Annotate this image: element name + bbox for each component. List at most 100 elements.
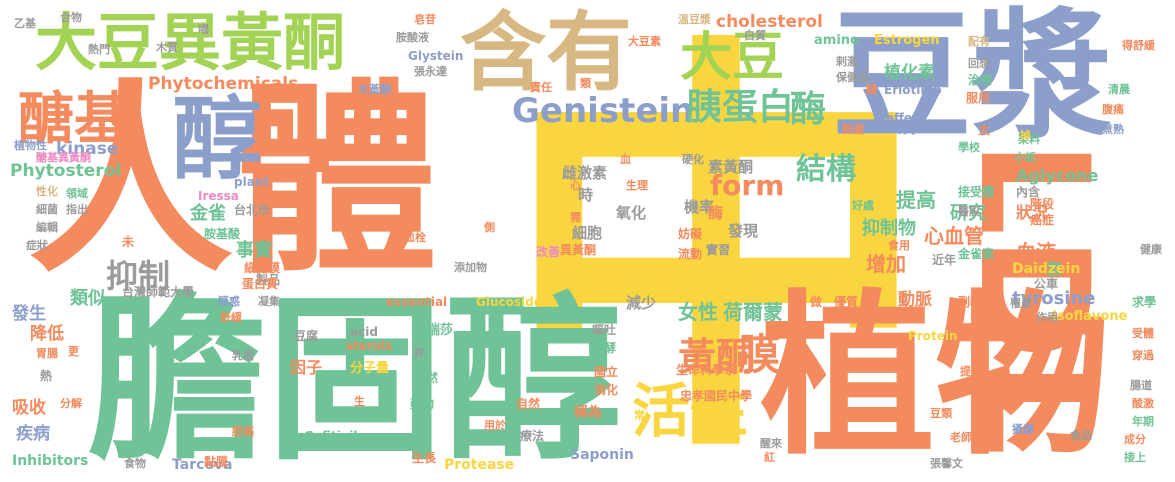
word-dye: 染料: [1018, 133, 1040, 146]
word-editor: 編輯: [36, 221, 58, 234]
word-ingredient: 成分: [1124, 433, 1146, 446]
word-membrane: 膜: [738, 330, 781, 379]
word-raw: 生: [354, 395, 365, 408]
word-benefit: 好處: [852, 199, 874, 212]
word-fact: 事實: [236, 240, 272, 261]
word-isoflavone-zh: 異黃酮: [560, 243, 597, 257]
word-element: 素: [1046, 260, 1063, 279]
word-cardiovascular: 心血管: [924, 224, 984, 248]
word-field: 領域: [66, 187, 88, 200]
word-improve: 改善: [536, 245, 561, 259]
word-daidzein: Daidzein: [1012, 261, 1081, 277]
word-daidzin: 大豆素: [628, 35, 661, 48]
word-medicine: 藥物: [410, 397, 435, 411]
word-plant: 植物: [760, 276, 1110, 479]
word-compound: 合物: [60, 11, 82, 24]
word-school: 學校: [958, 141, 980, 154]
word-phytonutrient: 植化素: [884, 63, 935, 83]
word-glycosyl: 醣基: [18, 87, 130, 152]
word-discover: 發現: [728, 222, 759, 240]
word-amino-liquid: 胺酸液: [396, 31, 429, 44]
word-plant-en: plant: [234, 175, 270, 189]
word-molecule: 分子: [898, 123, 920, 136]
word-nature: 自然: [516, 397, 541, 411]
word-often: 常: [634, 409, 645, 422]
word-flavonoid: 素黃酮: [708, 158, 754, 176]
word-ldl: LDL: [946, 140, 1120, 456]
word-foodstuff: 食品: [1070, 429, 1092, 442]
word-mucosa: 黏膜: [204, 455, 229, 469]
word-activity: 活性: [632, 377, 749, 445]
word-cell-membrane: 細胞膜: [244, 261, 281, 275]
word-agglutinate: 凝集: [258, 295, 280, 308]
word-zhang-yongda: 張永達: [414, 65, 447, 78]
word-zhang-xinwen: 張馨文: [930, 457, 963, 470]
word-warm-soymilk: 溫豆漿: [678, 13, 711, 26]
word-junior-high: 忠孝國民中學: [680, 389, 753, 403]
word-drop: 掉: [1020, 129, 1031, 142]
word-relief: 得舒緩: [1122, 39, 1155, 52]
word-oxidize: 氧化: [616, 204, 647, 222]
word-activate: 性化: [36, 185, 58, 198]
word-products: 製品: [256, 273, 281, 287]
word-craze: 熱潮: [842, 123, 864, 136]
word-kinase: kinase: [56, 139, 119, 159]
word-protease: Protease: [444, 457, 515, 473]
word-iressa-zh: 艾瑞莎: [414, 323, 454, 338]
word-more: 更: [68, 345, 79, 358]
word-gastrointestinal: 胃腸: [36, 347, 58, 360]
word-protein-zh: 蛋白質: [242, 277, 279, 291]
word-glycosyl-isoflavone: 醣基異黃酮: [36, 151, 91, 164]
word-beans: 豆類: [930, 407, 952, 420]
word-provide: 提供: [960, 365, 982, 378]
word-inhibitor: 抑制物: [862, 218, 916, 239]
word-additive: 添加物: [454, 261, 487, 274]
word-isoflavone: Isoflavone: [1052, 309, 1128, 324]
word-wake-up: 醒來: [760, 437, 782, 450]
word-point-out: 指出: [66, 203, 88, 216]
word-artery: 動脈: [898, 290, 932, 310]
word-side: 側: [484, 221, 495, 234]
word-glucoside: Glucoside: [476, 295, 542, 309]
word-amino-acid: 胺基酸: [204, 227, 241, 241]
word-heart: 心: [570, 179, 581, 192]
word-breakfast: 早餐: [942, 121, 964, 134]
word-soothe: 舒緩: [220, 311, 242, 324]
word-effect: effect: [886, 111, 925, 125]
word-cell: 細胞: [572, 224, 603, 242]
word-menopause: 年期: [1132, 415, 1154, 428]
word-prostate: 攝護: [1012, 423, 1034, 436]
word-aglycone: Aglycone: [1016, 166, 1099, 185]
word-time: 時: [578, 186, 594, 204]
word-kind: 類: [580, 77, 591, 90]
word-acid-stimulate: 酸激: [1132, 397, 1154, 410]
word-contain-inner: 內含: [1016, 185, 1041, 199]
word-erlotinib: Erlotinib: [884, 83, 942, 97]
word-hormone: 荷爾蒙: [723, 300, 783, 324]
word-similar: 類似: [70, 288, 106, 309]
word-connect: 接上: [1124, 451, 1146, 464]
word-increase: 增加: [866, 252, 906, 276]
word-phytosterol: Phytosterol: [10, 161, 122, 181]
word-estrogen-zh: 雌激素: [562, 164, 608, 182]
word-digest: 消化: [594, 383, 619, 397]
word-thrombus: 血栓: [404, 231, 426, 244]
word-cholesterol-zh: 膽固醇: [88, 277, 622, 482]
word-food: 食物: [124, 457, 146, 470]
word-factor: 因子: [290, 358, 323, 377]
word-tofu: 豆腐: [294, 329, 319, 343]
word-pass-through: 穿過: [1132, 349, 1154, 362]
word-intestine: 腸道: [1130, 379, 1152, 392]
word-bus: 公車: [1034, 277, 1059, 291]
word-soy: Soy: [552, 202, 583, 220]
word-treatment: 治療: [968, 73, 993, 87]
word-used-for: 用於: [484, 419, 506, 432]
word-soymilk: 豆漿: [832, 0, 1113, 159]
word-enzyme-small: 酶: [708, 204, 724, 222]
word-estrogen-en: Estrogen: [874, 33, 940, 48]
word-amino: amino: [814, 33, 859, 48]
word-called: 稱為: [574, 405, 602, 421]
word-too: 太: [978, 123, 991, 137]
word-human-body: 人體: [28, 63, 438, 301]
